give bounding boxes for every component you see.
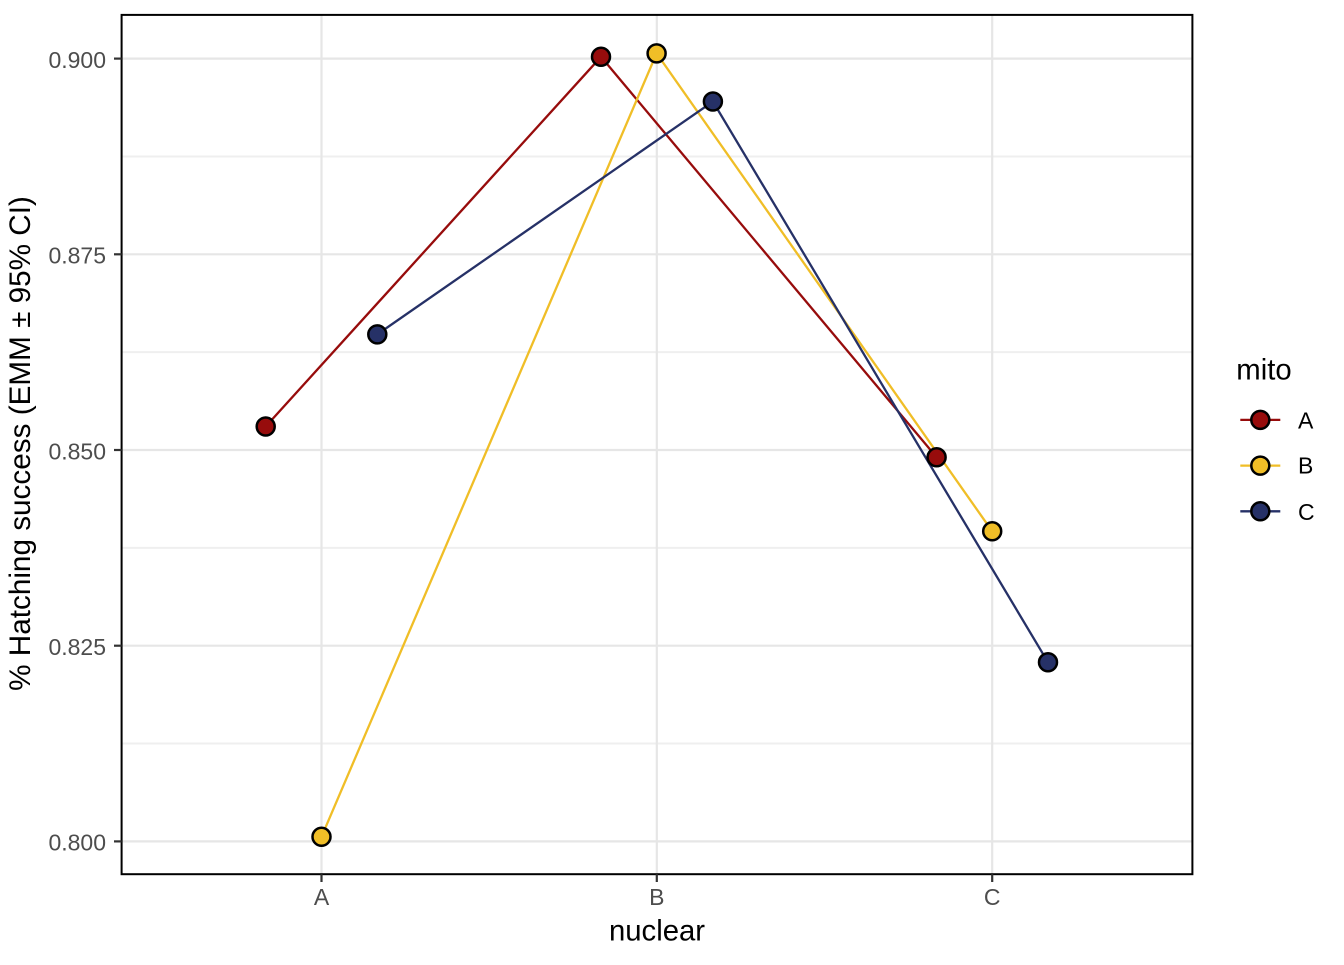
- svg-text:C: C: [984, 884, 1001, 910]
- svg-text:0.825: 0.825: [48, 634, 106, 660]
- svg-text:nuclear: nuclear: [609, 914, 705, 947]
- svg-text:B: B: [649, 884, 664, 910]
- svg-text:0.800: 0.800: [48, 830, 106, 856]
- svg-text:A: A: [1298, 407, 1314, 433]
- svg-text:0.875: 0.875: [48, 243, 106, 269]
- svg-text:B: B: [1298, 453, 1313, 479]
- svg-text:0.900: 0.900: [48, 47, 106, 73]
- svg-text:C: C: [1298, 499, 1315, 525]
- svg-text:0.850: 0.850: [48, 438, 106, 464]
- svg-text:mito: mito: [1236, 354, 1291, 387]
- svg-text:% Hatching success (EMM ± 95%: % Hatching success (EMM ± 95% CI): [4, 196, 37, 691]
- svg-text:A: A: [314, 884, 330, 910]
